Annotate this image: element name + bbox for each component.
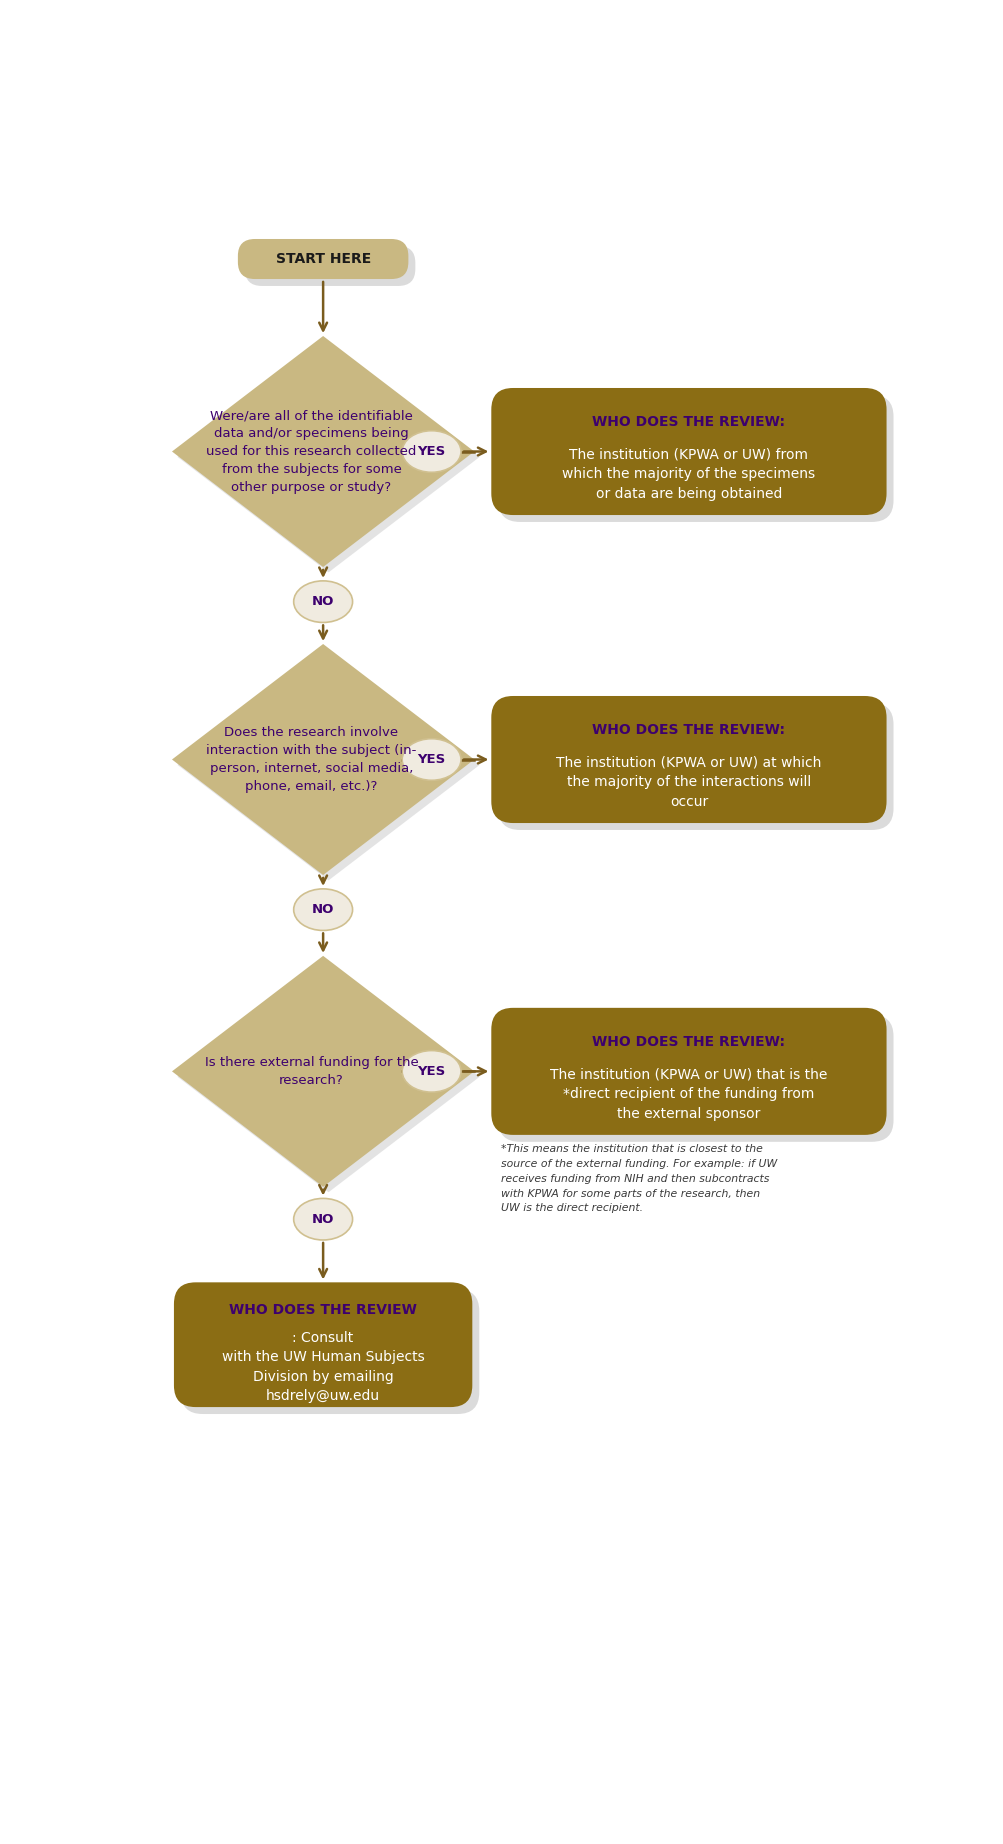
Ellipse shape xyxy=(294,889,352,931)
Text: Were/are all of the identifiable
data and/or specimens being
used for this resea: Were/are all of the identifiable data an… xyxy=(206,409,416,494)
Text: YES: YES xyxy=(417,444,445,457)
Text: Is there external funding for the
research?: Is there external funding for the resear… xyxy=(205,1057,418,1086)
Polygon shape xyxy=(178,961,479,1193)
Text: The institution (KPWA or UW) that is the
*direct recipient of the funding from
t: The institution (KPWA or UW) that is the… xyxy=(550,1068,826,1121)
Polygon shape xyxy=(178,649,479,880)
Polygon shape xyxy=(172,955,473,1188)
Polygon shape xyxy=(172,644,473,876)
Ellipse shape xyxy=(294,581,352,623)
FancyBboxPatch shape xyxy=(245,245,415,286)
Text: NO: NO xyxy=(312,1213,334,1226)
Text: NO: NO xyxy=(312,596,334,609)
FancyBboxPatch shape xyxy=(497,703,893,830)
Text: *This means the institution that is closest to the
source of the external fundin: *This means the institution that is clos… xyxy=(500,1143,776,1213)
Text: NO: NO xyxy=(312,904,334,916)
Text: WHO DOES THE REVIEW: WHO DOES THE REVIEW xyxy=(229,1304,416,1317)
Text: YES: YES xyxy=(417,752,445,765)
Text: WHO DOES THE REVIEW:: WHO DOES THE REVIEW: xyxy=(592,1034,784,1049)
Text: The institution (KPWA or UW) at which
the majority of the interactions will
occu: The institution (KPWA or UW) at which th… xyxy=(556,756,820,810)
FancyBboxPatch shape xyxy=(174,1282,471,1407)
Polygon shape xyxy=(172,336,473,566)
Polygon shape xyxy=(178,341,479,572)
FancyBboxPatch shape xyxy=(238,240,408,278)
FancyBboxPatch shape xyxy=(497,1014,893,1141)
Text: WHO DOES THE REVIEW:: WHO DOES THE REVIEW: xyxy=(592,415,784,430)
FancyBboxPatch shape xyxy=(181,1289,478,1414)
Text: WHO DOES THE REVIEW:: WHO DOES THE REVIEW: xyxy=(592,723,784,738)
Ellipse shape xyxy=(402,431,460,472)
Text: : Consult
with the UW Human Subjects
Division by emailing
hsdrely@uw.edu: : Consult with the UW Human Subjects Div… xyxy=(222,1331,424,1403)
Ellipse shape xyxy=(402,1051,460,1092)
Text: START HERE: START HERE xyxy=(275,253,370,266)
Ellipse shape xyxy=(402,739,460,780)
Ellipse shape xyxy=(294,1199,352,1239)
FancyBboxPatch shape xyxy=(490,387,886,514)
FancyBboxPatch shape xyxy=(497,395,893,522)
Text: Does the research involve
interaction with the subject (in-
person, internet, so: Does the research involve interaction wi… xyxy=(206,727,416,793)
Text: YES: YES xyxy=(417,1064,445,1079)
FancyBboxPatch shape xyxy=(490,1009,886,1134)
Text: The institution (KPWA or UW) from
which the majority of the specimens
or data ar: The institution (KPWA or UW) from which … xyxy=(562,448,814,502)
FancyBboxPatch shape xyxy=(490,695,886,822)
